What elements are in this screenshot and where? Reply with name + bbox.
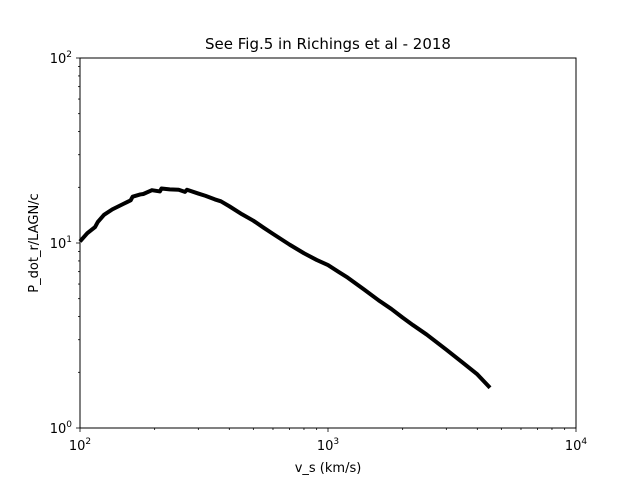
chart-title: See Fig.5 in Richings et al - 2018 [205,35,451,53]
plot-frame [79,57,577,429]
y-tick-label: 100 [50,420,73,437]
y-tick-label: 101 [50,235,72,252]
x-axis-label: v_s (km/s) [295,461,362,476]
x-tick-label: 104 [565,437,588,454]
plot-area [78,186,492,390]
x-tick-label: 103 [317,437,339,454]
x-axis: 102 103 104 [69,428,588,454]
x-tick-label: 102 [69,437,91,454]
series-line-0 [78,186,492,390]
y-axis-label: P_dot_r/LAGN/c [27,193,42,292]
y-axis: 100 101 102 [50,50,80,437]
y-tick-label: 102 [50,50,72,67]
